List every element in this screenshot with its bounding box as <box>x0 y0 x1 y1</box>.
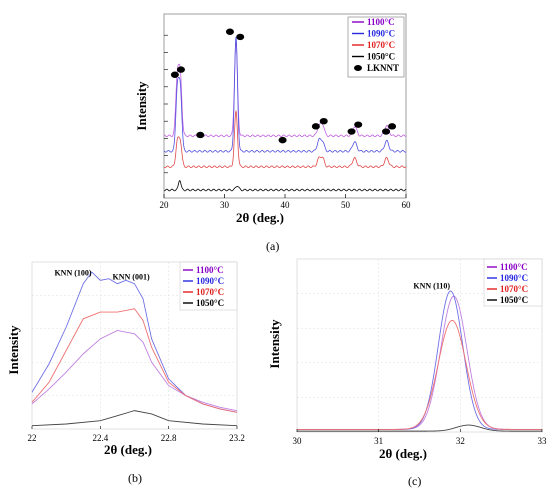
c-x-tick-label-32: 32 <box>456 436 465 446</box>
panel-c-series <box>297 290 542 432</box>
c-legend-label-3: 1050°C <box>500 295 528 305</box>
panel-a-lknnt-marker-10 <box>382 128 391 135</box>
panel-a-series <box>163 36 407 192</box>
c-x-tick-label-30: 30 <box>293 436 303 446</box>
panel-a-lknnt-marker-0 <box>170 71 179 78</box>
panel-a-lknnt-marker-6 <box>311 123 320 130</box>
panel-a-lknnt-marker-3 <box>225 28 234 35</box>
c-annotation-0: KNN (110) <box>413 281 450 290</box>
panel-a-legend-label-2: 1070°C <box>367 40 395 50</box>
panel-c-x-ticks: 30 31 32 33 <box>293 429 548 446</box>
panel-a-lknnt-marker-2 <box>196 131 205 139</box>
panel-c-plot-frame <box>296 258 543 433</box>
panel-a-line-1050 <box>163 180 407 192</box>
panel-a-legend-label-4: LKNNT <box>367 63 399 73</box>
panel-a-caption: (a) <box>266 239 279 253</box>
b-annotation-1: KNN (001) <box>113 273 150 282</box>
c-legend-label-2: 1070°C <box>500 284 528 294</box>
c-legend-label-1: 1090°C <box>500 273 528 283</box>
panel-a-legend-label-3: 1050°C <box>367 52 395 62</box>
panel-c-annotations: KNN (110) <box>413 281 450 290</box>
b-x-tick-label-22.8: 22.8 <box>161 433 177 443</box>
panel-a-lknnt-marker-7 <box>319 118 328 125</box>
panel-c-caption: (c) <box>408 474 421 488</box>
panel-c-x-label: 2θ (deg.) <box>379 446 427 461</box>
panel-b-series <box>31 271 238 427</box>
b-x-tick-label-23.2: 23.2 <box>229 433 245 443</box>
panel-c-y-label: Intensity <box>267 319 282 369</box>
panel-b-y-label: Intensity <box>6 325 21 375</box>
panel-a-lknnt-marker-9 <box>354 121 363 128</box>
panel-a-y-label: Intensity <box>134 81 149 131</box>
b-line-1100 <box>31 329 238 412</box>
panel-a-x-tick-label-30: 30 <box>220 200 230 210</box>
panel-a-lknnt-marker-4 <box>236 33 245 41</box>
panel-b-caption: (b) <box>128 471 142 485</box>
panel-a-legend-marker-4 <box>354 65 362 71</box>
panel-a-x-tick-label-20: 20 <box>160 200 170 210</box>
c-line-1090 <box>297 290 542 430</box>
panel-b-x-ticks: 22 22.4 22.8 23.2 <box>28 426 245 443</box>
panel-a-line-1070 <box>163 109 407 169</box>
panel-a-lknnt-marker-8 <box>347 128 356 135</box>
panel-a-line-1090 <box>163 36 407 153</box>
panel-a-legend-label-1: 1090°C <box>367 29 395 39</box>
b-legend-label-0: 1100°C <box>196 265 224 275</box>
panel-a: 20 30 40 50 60 2θ (deg.) Intensity 1100°C 109… <box>134 13 412 253</box>
panel-a-x-ticks: 20 30 40 50 60 <box>160 194 412 210</box>
panel-a-lknnt-marker-1 <box>176 66 185 73</box>
c-x-tick-label-31: 31 <box>374 436 383 446</box>
c-line-1050 <box>297 424 542 432</box>
panel-a-lknnt-marker-5 <box>278 136 287 144</box>
panel-a-lknnt-marker-11 <box>388 123 397 130</box>
panel-a-lknnt-markers <box>170 28 397 144</box>
b-legend-label-2: 1070°C <box>196 287 224 297</box>
b-line-1070 <box>31 308 238 413</box>
panel-c: 30 31 32 33 KNN (110) 2θ (deg.) Intensity 1… <box>267 258 548 488</box>
b-annotation-0: KNN (100) <box>54 268 91 277</box>
panel-a-line-1100 <box>163 40 407 138</box>
b-legend-label-1: 1090°C <box>196 276 224 286</box>
c-x-tick-label-33: 33 <box>538 436 548 446</box>
panel-a-x-tick-label-60: 60 <box>402 200 412 210</box>
b-x-tick-label-22.4: 22.4 <box>92 433 108 443</box>
panel-a-y-ticks <box>164 34 168 174</box>
b-x-tick-label-22: 22 <box>28 433 37 443</box>
panel-a-x-tick-label-40: 40 <box>281 200 291 210</box>
panel-b-annotations: KNN (100) KNN (001) <box>54 268 150 281</box>
panel-a-x-tick-label-50: 50 <box>341 200 351 210</box>
b-line-1050 <box>31 410 238 427</box>
c-legend-label-0: 1100°C <box>500 262 528 272</box>
panel-b-plot-frame <box>31 261 238 430</box>
panel-a-legend-label-0: 1100°C <box>367 17 395 27</box>
panel-a-x-label: 2θ (deg.) <box>236 210 284 225</box>
c-line-1070 <box>297 319 542 430</box>
b-legend-label-3: 1050°C <box>196 298 224 308</box>
panel-b-x-label: 2θ (deg.) <box>104 442 152 457</box>
panel-b: 22 22.4 22.8 23.2 KNN (100) KNN (001) 2θ (de… <box>6 261 245 485</box>
